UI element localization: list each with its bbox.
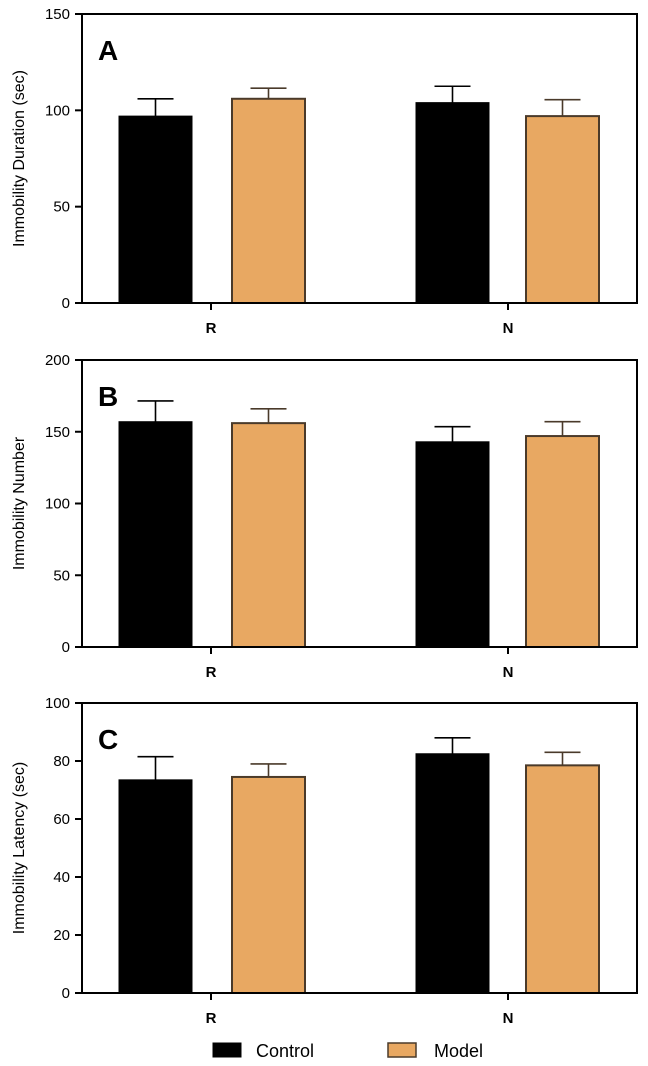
plot-frame <box>81 13 638 304</box>
legend-label-model: Model <box>434 1041 483 1061</box>
bar-control-r <box>118 421 193 648</box>
x-category-label: R <box>206 1010 217 1027</box>
bar-control-n <box>415 441 490 648</box>
bar-control-r <box>118 115 193 304</box>
bar-model-r <box>231 422 306 649</box>
bar-model-r <box>231 97 306 304</box>
y-tick-label: 100 <box>45 496 70 513</box>
y-tick-label: 50 <box>53 567 70 584</box>
y-tick-label: 80 <box>53 753 70 770</box>
y-tick-label: 50 <box>53 199 70 216</box>
legend: Control Model <box>212 1041 483 1061</box>
bar-control-n <box>415 102 490 304</box>
y-axis-title: Immobility Number <box>11 436 28 570</box>
bar-model-n <box>525 435 600 648</box>
y-tick-label: 200 <box>45 352 70 369</box>
bar-control-n <box>415 753 490 994</box>
chart-panel-a: 0 50 100 150 R N Immobility Duration (sec) A <box>11 6 638 337</box>
panel-letter: A <box>98 35 118 66</box>
y-tick-label: 150 <box>45 6 70 23</box>
plot-frame <box>81 702 638 994</box>
panel-letter: C <box>98 724 118 755</box>
legend-swatch-control <box>212 1042 242 1058</box>
y-axis-title: Immobility Duration (sec) <box>11 70 28 247</box>
chart-panel-b: 0 50 100 150 200 R N Immobility Number B <box>11 352 638 681</box>
legend-label-control: Control <box>256 1041 314 1061</box>
bar-model-n <box>525 115 600 305</box>
bar-control-r <box>118 779 193 994</box>
x-category-label: N <box>503 320 514 337</box>
x-category-label: N <box>503 664 514 681</box>
y-tick-label: 0 <box>62 295 70 312</box>
y-tick-label: 100 <box>45 102 70 119</box>
y-tick-label: 0 <box>62 639 70 656</box>
y-axis-title: Immobility Latency (sec) <box>11 762 28 935</box>
y-tick-label: 0 <box>62 985 70 1002</box>
x-category-label: R <box>206 664 217 681</box>
y-tick-label: 40 <box>53 869 70 886</box>
x-category-label: R <box>206 320 217 337</box>
legend-swatch-model <box>387 1042 417 1058</box>
y-tick-label: 20 <box>53 927 70 944</box>
x-category-label: N <box>503 1010 514 1027</box>
panels: 0 50 100 150 R N Immobility Duration (sec) A 0 50… <box>11 6 638 1027</box>
y-tick-label: 150 <box>45 424 70 441</box>
chart-panel-c: 0 20 40 60 80 100 R N Immobility Latency (sec) C <box>11 695 638 1027</box>
panel-letter: B <box>98 381 118 412</box>
y-tick-label: 100 <box>45 695 70 712</box>
bar-model-r <box>231 775 306 995</box>
bar-model-n <box>525 764 600 994</box>
y-tick-label: 60 <box>53 811 70 828</box>
